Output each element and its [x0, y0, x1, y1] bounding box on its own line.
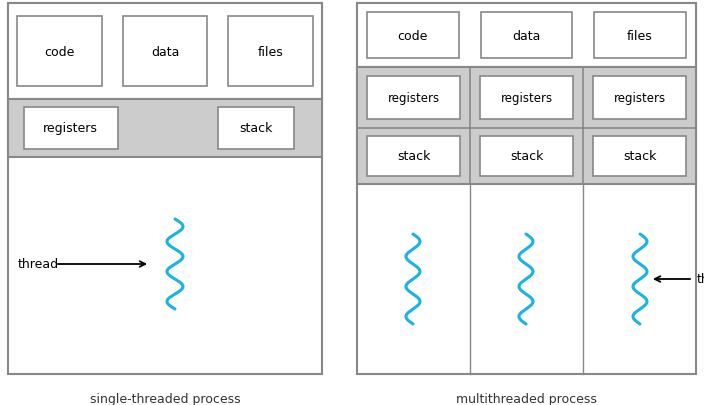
Text: code: code [398, 30, 428, 43]
Bar [8, 100, 322, 158]
Bar [367, 136, 460, 177]
Text: data: data [151, 45, 180, 58]
Bar [480, 136, 573, 177]
Text: thread: thread [18, 258, 59, 271]
Bar [18, 17, 102, 86]
Text: stack: stack [623, 150, 656, 163]
Bar [593, 76, 686, 120]
Bar [228, 17, 313, 86]
Bar [24, 108, 118, 149]
Bar [594, 13, 686, 59]
Bar [357, 4, 696, 68]
Bar [367, 76, 460, 120]
Text: stack: stack [239, 122, 272, 135]
Bar [357, 68, 696, 185]
Text: registers: registers [613, 92, 665, 104]
Text: files: files [258, 45, 283, 58]
Text: registers: registers [44, 122, 99, 135]
Text: registers: registers [387, 92, 439, 104]
Bar [593, 136, 686, 177]
Text: files: files [627, 30, 653, 43]
Text: stack: stack [397, 150, 430, 163]
Bar [8, 4, 322, 100]
Text: data: data [513, 30, 541, 43]
Bar [481, 13, 572, 59]
Text: thread: thread [697, 273, 704, 286]
Text: multithreaded process: multithreaded process [456, 392, 597, 405]
Text: stack: stack [510, 150, 543, 163]
Text: registers: registers [501, 92, 553, 104]
Text: single-threaded process: single-threaded process [89, 392, 240, 405]
Bar [357, 4, 696, 374]
Bar [8, 4, 322, 374]
Bar [480, 76, 573, 120]
Bar [367, 13, 459, 59]
Bar [122, 17, 208, 86]
Bar [218, 108, 294, 149]
Text: code: code [44, 45, 75, 58]
